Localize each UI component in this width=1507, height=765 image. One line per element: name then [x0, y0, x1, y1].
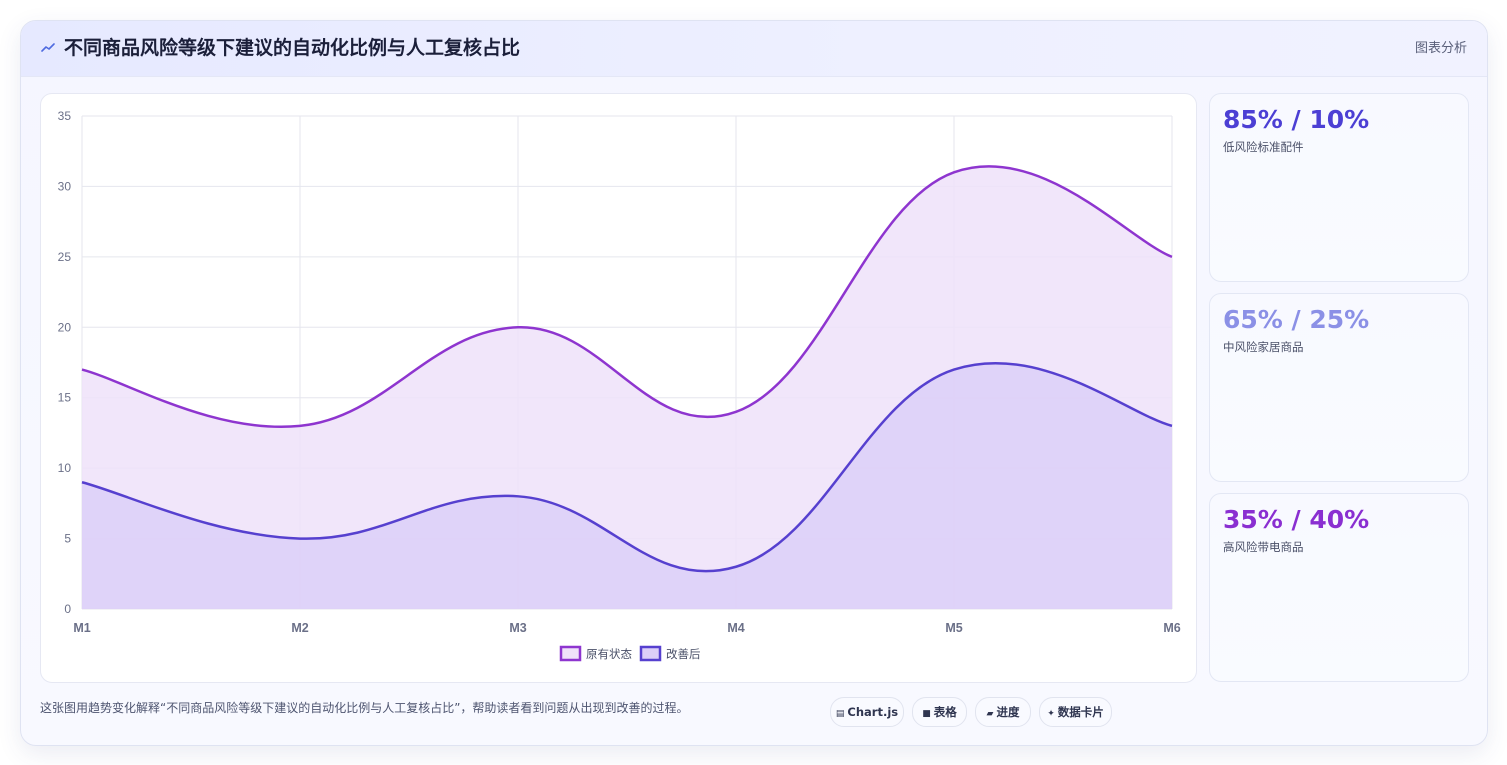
kpi-label: 高风险带电商品	[1223, 540, 1304, 554]
chart-title: 不同商品风险等级下建议的自动化比例与人工复核占比	[64, 37, 521, 59]
x-tick-label: M3	[509, 621, 526, 635]
progress-icon: ▰	[986, 709, 994, 719]
chart-icon: ▤	[835, 709, 845, 719]
legend-label: 改善后	[666, 647, 701, 661]
x-tick-label: M5	[945, 621, 962, 635]
area-chart: 0 5 10 15 20 25 30 35 M1 M2 M3 M4 M5 M6 原有状态 改善后	[58, 109, 1181, 662]
analysis-label[interactable]: 图表分析	[1414, 41, 1467, 56]
legend-label: 原有状态	[586, 647, 632, 661]
sparkle-icon: ✦	[1047, 709, 1055, 719]
chart-panel: 0 5 10 15 20 25 30 35 M1 M2 M3 M4 M5 M6 原有状态 改善后	[40, 93, 1197, 683]
y-tick-label: 10	[58, 461, 72, 475]
y-tick-label: 15	[58, 391, 72, 405]
series-area-1	[82, 363, 1172, 609]
chip-chartjs[interactable]: ▤ Chart.js	[830, 697, 904, 727]
kpi-value: 65% / 25%	[1223, 305, 1370, 334]
y-tick-label: 20	[58, 320, 72, 334]
y-tick-label: 35	[58, 109, 72, 123]
kpi-card-high-risk: 35% / 40% 高风险带电商品	[1209, 493, 1469, 682]
kpi-label: 中风险家居商品	[1223, 340, 1304, 354]
x-tick-label: M4	[727, 621, 744, 635]
kpi-value: 35% / 40%	[1223, 505, 1370, 534]
chart-caption: 这张图用趋势变化解释“不同商品风险等级下建议的自动化比例与人工复核占比”，帮助读…	[40, 701, 689, 715]
x-tick-label: M6	[1163, 621, 1180, 635]
legend-swatch	[639, 645, 662, 662]
chip-data-cards[interactable]: ✦ 数据卡片	[1039, 697, 1112, 727]
chart-card: 不同商品风险等级下建议的自动化比例与人工复核占比 图表分析 0 5 10 15 20 25…	[20, 20, 1488, 746]
y-tick-label: 5	[64, 532, 71, 546]
kpi-value: 85% / 10%	[1223, 105, 1370, 134]
trend-line-icon	[41, 39, 57, 57]
x-tick-label: M2	[291, 621, 308, 635]
kpi-card-mid-risk: 65% / 25% 中风险家居商品	[1209, 293, 1469, 482]
y-tick-label: 25	[58, 250, 72, 264]
legend-swatch	[559, 645, 582, 662]
kpi-label: 低风险标准配件	[1223, 140, 1304, 154]
x-tick-label: M1	[73, 621, 90, 635]
y-tick-label: 0	[64, 602, 71, 616]
chip-progress[interactable]: ▰ 进度	[975, 697, 1031, 727]
card-header: 不同商品风险等级下建议的自动化比例与人工复核占比 图表分析	[21, 21, 1487, 77]
chip-table[interactable]: ■ 表格	[912, 697, 967, 727]
series-line-0	[81, 165, 1173, 429]
y-tick-label: 30	[58, 179, 72, 193]
kpi-card-low-risk: 85% / 10% 低风险标准配件	[1209, 93, 1469, 282]
series-line-1	[81, 362, 1173, 573]
table-icon: ■	[922, 709, 931, 719]
